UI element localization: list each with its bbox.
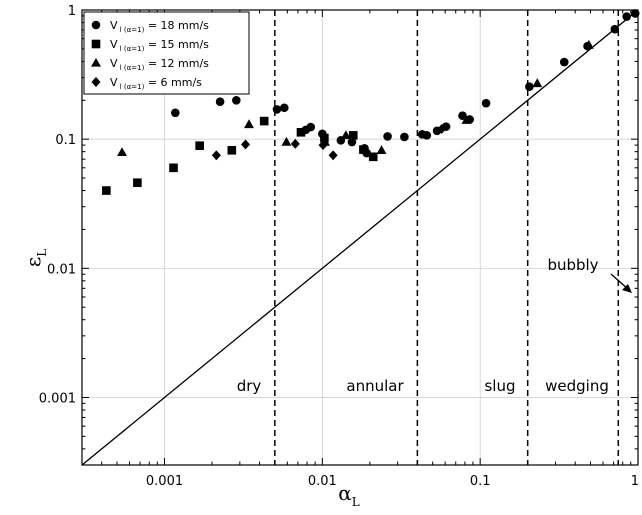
y-axis-symbol: ε — [21, 257, 45, 267]
data-point-circle — [400, 132, 409, 142]
data-point-diamond — [437, 123, 447, 134]
data-point-diamond — [211, 150, 221, 161]
legend-entry: V l (α=1) = 18 mm/s — [110, 19, 209, 34]
data-point-circle — [215, 97, 225, 106]
data-point-triangle — [461, 115, 472, 124]
data-point-circle — [422, 131, 432, 140]
reference-line — [81, 9, 639, 466]
region-label-slug: slug — [484, 377, 515, 395]
axis-ticks — [81, 9, 639, 466]
x-axis-subscript: L — [352, 495, 360, 509]
data-point-square — [296, 128, 306, 137]
data-point-triangle — [281, 136, 292, 146]
data-point-square — [133, 178, 142, 188]
data-point-square — [227, 145, 237, 155]
region-label-bubbly: bubbly — [547, 256, 598, 274]
data-point-circle — [559, 57, 569, 67]
data-point-circle — [306, 122, 316, 132]
data-point-circle — [525, 82, 534, 91]
data-point-diamond — [318, 140, 328, 151]
region-label-dry: dry — [237, 377, 262, 395]
data-point-square — [348, 131, 358, 140]
legend-entry: V l (α=1) = 12 mm/s — [110, 57, 209, 72]
data-point-square — [259, 116, 269, 126]
data-point-triangle — [117, 147, 127, 157]
region-labels: dry annular slug wedging bubbly — [237, 256, 632, 395]
data-point-circle — [481, 98, 491, 108]
y-tick-label: 0.1 — [55, 133, 76, 148]
x-axis-symbol: α — [338, 481, 352, 505]
region-label-annular: annular — [346, 377, 404, 395]
data-point-triangle — [583, 39, 594, 49]
region-label-wedging: wedging — [545, 377, 609, 395]
x-tick-label: 0.1 — [470, 474, 491, 489]
x-tick-label: 0.01 — [308, 474, 337, 489]
y-axis-label: εL — [21, 249, 49, 267]
x-tick-label: 0.001 — [146, 474, 183, 489]
data-point-triangle — [340, 130, 351, 140]
data-point-square — [195, 141, 204, 150]
region-boundary-lines — [274, 10, 620, 465]
legend-marker-square — [91, 39, 101, 49]
legend-marker-circle — [91, 20, 101, 30]
grid-lines — [82, 10, 638, 465]
x-tick-label: 1 — [631, 474, 639, 489]
data-point-circle — [232, 95, 241, 105]
data-point-circle — [458, 111, 467, 120]
data-point-circle — [272, 105, 282, 114]
data-point-triangle — [532, 78, 543, 88]
data-point-circle — [610, 24, 620, 34]
y-tick-label: 0.01 — [47, 262, 76, 277]
reference-line-group — [81, 9, 639, 466]
data-point-circle — [622, 12, 631, 21]
data-point-square — [368, 152, 378, 162]
data-point-diamond — [328, 150, 338, 161]
data-point-square — [320, 133, 329, 143]
legend-marker-diamond — [91, 77, 101, 87]
x-axis-label: αL — [338, 481, 360, 509]
legend-entry: V l (α=1) = 6 mm/s — [110, 76, 202, 91]
data-point-circle — [347, 137, 357, 147]
data-point-square — [359, 145, 368, 154]
legend-marker-triangle — [91, 57, 101, 67]
data-point-diamond — [241, 139, 251, 150]
data-point-triangle — [244, 119, 254, 129]
data-point-square — [169, 163, 178, 173]
tick-labels: 0.001 0.01 0.1 1 0.001 0.01 0.1 1 — [39, 4, 639, 489]
legend-entry: V l (α=1) = 15 mm/s — [110, 38, 209, 53]
data-point-triangle — [376, 145, 387, 154]
data-point-square — [102, 186, 111, 195]
y-axis-subscript: L — [35, 249, 49, 257]
data-point-circle — [170, 108, 180, 118]
legend-box — [83, 11, 250, 95]
bubbly-arrow-head — [622, 284, 632, 293]
data-point-circle — [383, 132, 392, 141]
legend: V l (α=1) = 18 mm/s V l (α=1) = 15 mm/s V … — [83, 11, 250, 95]
y-tick-label: 0.001 — [39, 391, 76, 406]
data-point-circle — [279, 103, 289, 113]
data-point-diamond — [290, 138, 300, 149]
data-points — [102, 9, 640, 195]
plot-frame — [81, 9, 639, 466]
y-tick-label: 1 — [68, 4, 76, 19]
